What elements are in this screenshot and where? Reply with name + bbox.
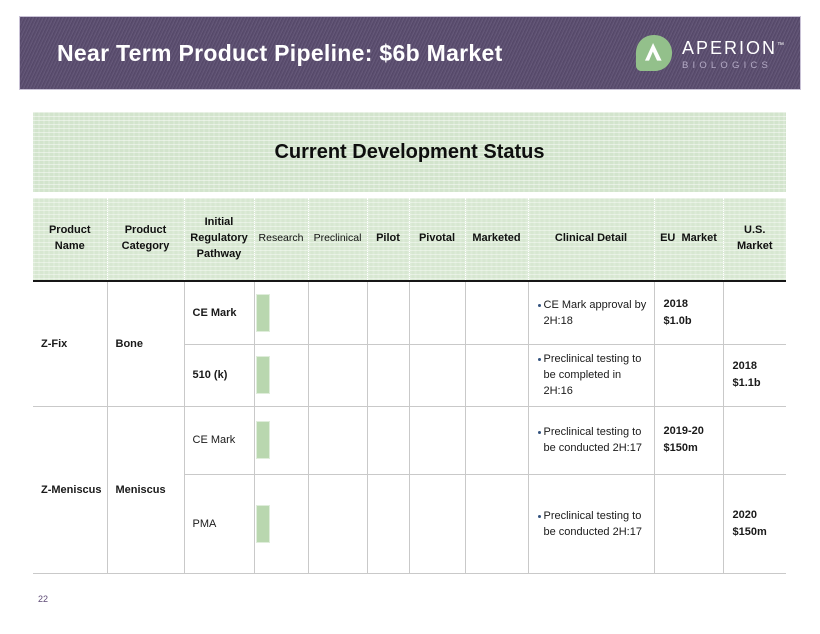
preclinical-stage-cell — [307, 280, 368, 345]
us-market-value: $150m — [732, 525, 767, 538]
research-stage-bar — [255, 356, 270, 394]
pathway-cell: PMA — [183, 473, 255, 574]
col-header-marketed: Marketed — [464, 198, 528, 282]
logo-sub-text: BIOLOGICS — [681, 59, 773, 71]
eu-market-value: $150m — [663, 442, 698, 454]
us-market-cell: 2018 $1.1b — [722, 343, 786, 407]
clinical-detail-text: Preclinical testing to be conducted 2H:1… — [543, 426, 642, 454]
pipeline-table: Product Name Product Category Initial Re… — [33, 198, 786, 574]
pilot-stage-cell — [366, 280, 410, 345]
company-logo: APERION™ BIOLOGICS — [635, 17, 784, 89]
product-category-cell: Meniscus — [106, 405, 185, 574]
bullet-icon — [537, 431, 541, 434]
clinical-detail-text: Preclinical testing to be conducted 2H:1… — [543, 509, 642, 538]
marketed-stage-cell — [464, 405, 529, 475]
pathway-cell: 510 (k) — [183, 343, 255, 407]
us-market-value: $1.1b — [732, 377, 761, 389]
trademark-symbol: ™ — [777, 41, 784, 49]
preclinical-stage-cell — [307, 405, 368, 475]
us-market-cell: 2020 $150m — [722, 473, 786, 574]
slide-header-bar: Near Term Product Pipeline: $6b Market A… — [19, 16, 801, 90]
table-row: Z-Meniscus Meniscus CE Mark Preclinical … — [33, 405, 786, 574]
us-market-cell — [722, 280, 786, 345]
eu-market-year: 2019-20 — [663, 425, 704, 437]
clinical-detail-cell: Preclinical testing to be conducted 2H:1… — [527, 405, 655, 475]
eu-market-cell: 2019-20 $150m — [653, 405, 724, 475]
col-header-eu-market: EU Market — [653, 198, 723, 282]
product-name-cell: Z-Fix — [33, 280, 108, 407]
table-row: 510 (k) Preclinical testing to be comple… — [33, 343, 786, 407]
slide-title: Near Term Product Pipeline: $6b Market — [57, 39, 503, 66]
pathway-cell: CE Mark — [183, 405, 255, 475]
preclinical-stage-cell — [307, 473, 368, 574]
table-header-row: Product Name Product Category Initial Re… — [33, 198, 786, 282]
table-title: Current Development Status — [274, 140, 545, 163]
pilot-stage-cell — [366, 405, 410, 475]
research-stage-cell — [253, 473, 309, 574]
eu-market-cell — [653, 473, 724, 574]
col-header-pivotal: Pivotal — [408, 198, 465, 282]
col-header-product-category: Product Category — [106, 198, 184, 282]
col-header-research: Research — [253, 198, 308, 282]
col-header-us-market: U.S. Market — [722, 198, 786, 282]
pilot-stage-cell — [366, 473, 410, 574]
research-stage-bar — [255, 421, 270, 459]
preclinical-stage-cell — [307, 343, 368, 407]
col-header-pilot: Pilot — [366, 198, 409, 282]
research-stage-cell — [253, 343, 309, 407]
clinical-detail-cell: Preclinical testing to be completed in 2… — [527, 343, 655, 407]
logo-wordmark: APERION™ BIOLOGICS — [682, 36, 784, 71]
us-market-year: 2018 — [732, 360, 757, 372]
product-name-cell: Z-Meniscus — [33, 405, 108, 574]
col-header-initial-regulatory-pathway: Initial Regulatory Pathway — [183, 198, 254, 282]
clinical-detail-text: CE Mark approval by 2H:18 — [543, 298, 647, 327]
research-stage-cell — [253, 280, 309, 345]
pathway-cell: CE Mark — [183, 280, 255, 345]
table-row: Z-Fix Bone CE Mark CE Mark approval by 2… — [33, 280, 786, 407]
us-market-year: 2020 — [732, 508, 757, 521]
product-category-cell: Bone — [106, 280, 185, 407]
logo-brand-text: APERION™ — [682, 36, 784, 58]
bullet-icon — [537, 514, 541, 518]
aperion-leaf-icon — [635, 34, 673, 72]
eu-market-year: 2018 — [663, 297, 688, 310]
pivotal-stage-cell — [408, 280, 466, 345]
pivotal-stage-cell — [408, 343, 466, 407]
marketed-stage-cell — [464, 280, 529, 345]
col-header-preclinical: Preclinical — [307, 198, 367, 282]
clinical-detail-cell: Preclinical testing to be conducted 2H:1… — [527, 473, 655, 574]
col-header-clinical-detail: Clinical Detail — [527, 198, 654, 282]
us-market-cell — [722, 405, 786, 475]
research-stage-bar — [255, 504, 270, 543]
eu-market-value: $1.0b — [663, 314, 692, 327]
research-stage-cell — [253, 405, 309, 475]
clinical-detail-text: Preclinical testing to be completed in 2… — [543, 353, 642, 397]
marketed-stage-cell — [464, 473, 529, 574]
pivotal-stage-cell — [408, 405, 466, 475]
pivotal-stage-cell — [408, 473, 466, 574]
marketed-stage-cell — [464, 343, 529, 407]
col-header-product-name: Product Name — [33, 198, 107, 282]
clinical-detail-cell: CE Mark approval by 2H:18 — [527, 280, 655, 345]
table-row: PMA Preclinical testing to be conducted … — [33, 473, 786, 574]
table-title-banner: Current Development Status — [33, 112, 786, 192]
page-number: 22 — [38, 594, 49, 604]
bullet-icon — [537, 303, 541, 307]
eu-market-cell — [653, 343, 724, 407]
logo-brand-name: APERION — [681, 37, 777, 58]
eu-market-cell: 2018 $1.0b — [653, 280, 724, 345]
research-stage-bar — [255, 293, 270, 332]
bullet-icon — [537, 358, 541, 361]
pilot-stage-cell — [366, 343, 410, 407]
